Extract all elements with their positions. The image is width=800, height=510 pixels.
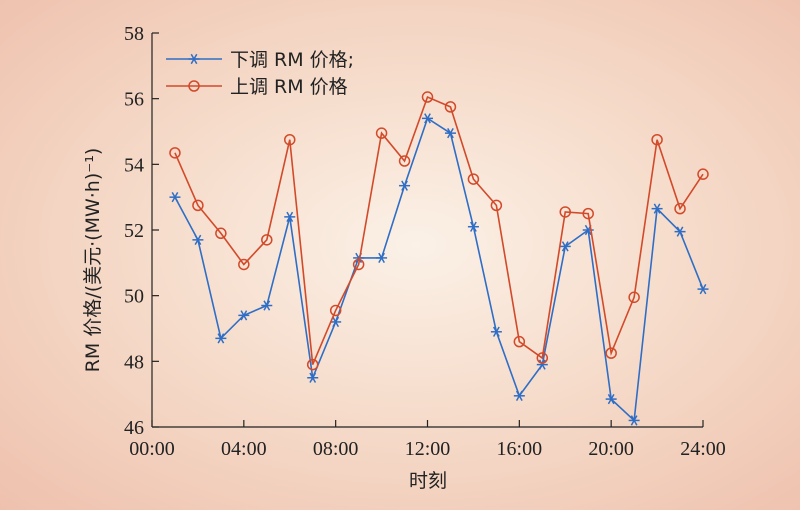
data-point-circle (215, 227, 227, 240)
data-point-asterisk (444, 128, 456, 139)
data-point-circle (238, 258, 250, 271)
data-point-asterisk (284, 211, 296, 223)
x-tick-label: 24:00 (680, 438, 726, 460)
x-ticks: 00:00 04:00 08:00 12:00 16:00 20:00 24:00 (129, 420, 726, 460)
y-tick-label: 52 (124, 220, 144, 242)
data-point-asterisk (674, 226, 686, 237)
data-point-circle (352, 258, 365, 271)
data-point-asterisk (192, 234, 204, 245)
y-ticks: 46 48 50 52 54 56 58 (124, 23, 159, 439)
data-point-circle (559, 206, 571, 218)
data-point-circle (651, 133, 663, 146)
data-point-circle (513, 335, 526, 348)
data-point-asterisk (330, 316, 342, 328)
data-point-asterisk (697, 283, 709, 295)
data-point-circle (284, 133, 296, 146)
series-layer (169, 91, 709, 426)
legend-entry: 上调 RM 价格 (166, 76, 348, 98)
data-point-circle (628, 291, 640, 304)
y-tick-label: 48 (124, 351, 144, 373)
data-point-asterisk (513, 390, 525, 401)
data-point-circle (467, 173, 480, 185)
legend-marker-asterisk (188, 53, 200, 65)
legend-label: 下调 RM 价格; (230, 49, 354, 71)
x-tick-label: 16:00 (497, 438, 543, 460)
y-tick-label: 56 (124, 89, 144, 111)
legend: 下调 RM 价格; 上调 RM 价格 (166, 49, 354, 98)
data-point-circle (261, 234, 273, 246)
legend-label: 上调 RM 价格 (230, 76, 348, 98)
y-tick-label: 50 (124, 286, 144, 308)
data-point-circle (582, 207, 594, 220)
legend-marker-circle (188, 80, 200, 92)
data-point-asterisk (559, 241, 571, 252)
data-point-circle (169, 147, 181, 159)
y-tick-label: 54 (124, 154, 144, 176)
data-point-circle (398, 155, 411, 167)
series-2 (169, 91, 709, 371)
data-point-circle (329, 304, 342, 317)
x-tick-label: 20:00 (588, 438, 634, 460)
data-point-asterisk (169, 192, 181, 203)
data-point-circle (697, 168, 709, 180)
y-tick-label: 58 (124, 23, 144, 45)
data-point-asterisk (536, 359, 548, 370)
data-point-asterisk (399, 180, 411, 191)
x-tick-label: 08:00 (313, 438, 359, 460)
series-line (174, 117, 704, 423)
x-tick-label: 12:00 (405, 438, 451, 460)
x-axis-title: 时刻 (409, 470, 447, 492)
data-point-asterisk (215, 333, 227, 344)
data-point-asterisk (422, 113, 433, 124)
series-1 (169, 113, 709, 426)
data-point-asterisk (628, 415, 640, 426)
y-tick-label: 46 (124, 417, 144, 439)
data-point-asterisk (261, 300, 273, 311)
data-point-circle (536, 352, 549, 364)
data-point-circle (421, 91, 434, 103)
data-point-asterisk (490, 326, 502, 337)
data-point-circle (444, 101, 457, 113)
data-point-asterisk (467, 221, 479, 232)
data-point-circle (192, 199, 204, 212)
series-line (174, 95, 704, 365)
x-tick-label: 04:00 (221, 438, 267, 460)
data-point-asterisk (376, 252, 388, 264)
legend-entry: 下调 RM 价格; (166, 49, 354, 71)
data-point-asterisk (651, 203, 663, 214)
data-point-asterisk (307, 372, 319, 383)
data-point-circle (306, 358, 319, 371)
data-point-circle (375, 127, 388, 139)
y-axis-title: RM 价格/(美元·(MW·h)⁻¹) (82, 148, 104, 373)
data-point-circle (490, 199, 503, 212)
x-tick-label: 00:00 (129, 438, 175, 460)
data-point-asterisk (238, 310, 250, 321)
data-point-circle (674, 202, 686, 215)
data-point-asterisk (605, 393, 617, 405)
data-point-circle (605, 347, 617, 359)
